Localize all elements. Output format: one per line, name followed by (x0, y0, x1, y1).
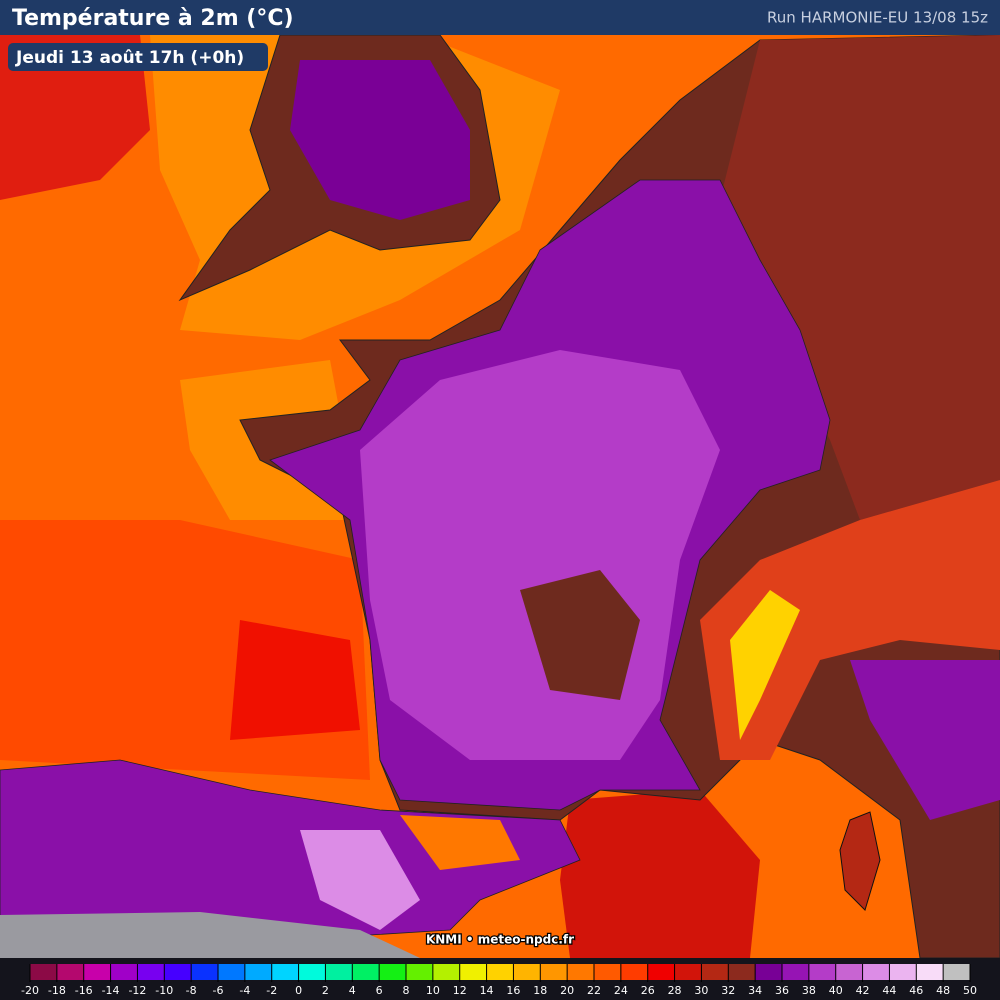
date-label: Jeudi 13 août 17h (+0h) (15, 48, 244, 68)
color-cell (916, 964, 944, 980)
color-cell (674, 964, 702, 980)
tick-label: 20 (560, 984, 574, 997)
tick-label: 2 (322, 984, 329, 997)
out-of-domain (0, 912, 420, 958)
color-cell (56, 964, 84, 980)
color-cell (110, 964, 138, 980)
tick-label: -16 (75, 984, 93, 997)
color-cell (271, 964, 299, 980)
tick-label: 38 (802, 984, 816, 997)
color-cell (164, 964, 192, 980)
color-cell (191, 964, 218, 980)
tick-label: -12 (128, 984, 146, 997)
tick-label: 6 (376, 984, 383, 997)
tick-label: 50 (963, 984, 977, 997)
tick-label: 36 (775, 984, 789, 997)
tick-label: 26 (641, 984, 655, 997)
tick-label: 8 (403, 984, 410, 997)
tick-label: 48 (936, 984, 950, 997)
color-cell (647, 964, 675, 980)
tick-label: 30 (694, 984, 708, 997)
tick-label: 10 (426, 984, 440, 997)
massif-central (520, 570, 640, 700)
color-cell (594, 964, 621, 980)
credit: KNMI • meteo-npdc.fr (426, 933, 574, 947)
britain-inland (290, 60, 470, 220)
header-bar (0, 0, 1000, 35)
tick-label: 28 (668, 984, 682, 997)
italy-po (850, 660, 1000, 820)
iberia-hot-zone (300, 830, 420, 930)
tick-label: -10 (155, 984, 173, 997)
tick-label: 16 (506, 984, 520, 997)
color-cell (83, 964, 111, 980)
date-box (8, 43, 268, 71)
color-cell (889, 964, 917, 980)
color-cell (298, 964, 326, 980)
color-cell (513, 964, 541, 980)
color-cell (701, 964, 729, 980)
color-cell (432, 964, 460, 980)
color-cell (218, 964, 245, 980)
tick-label: -4 (239, 984, 250, 997)
tick-label: 12 (453, 984, 467, 997)
color-cell (379, 964, 406, 980)
alps-peak (730, 590, 800, 740)
tick-label: 44 (882, 984, 896, 997)
tick-label: 0 (295, 984, 302, 997)
color-cell (755, 964, 782, 980)
title: Température à 2m (°C) (12, 6, 294, 31)
tick-label: 4 (349, 984, 356, 997)
tick-label: 14 (480, 984, 494, 997)
tick-label: -20 (21, 984, 39, 997)
tick-label: -18 (48, 984, 66, 997)
color-cell (943, 964, 970, 980)
color-cell (30, 964, 57, 980)
tick-label: 18 (533, 984, 547, 997)
color-cell (835, 964, 863, 980)
tick-label: -2 (266, 984, 277, 997)
tick-label: 40 (829, 984, 843, 997)
tick-label: 22 (587, 984, 601, 997)
corsica (839, 811, 881, 911)
color-cell (486, 964, 514, 980)
tick-label: 24 (614, 984, 628, 997)
tick-label: 46 (909, 984, 923, 997)
color-cell (808, 964, 836, 980)
tick-label: -8 (186, 984, 197, 997)
color-cell (352, 964, 380, 980)
color-cell (782, 964, 809, 980)
pyrenees (400, 815, 520, 870)
color-cell (244, 964, 272, 980)
color-legend: -20 -18 -16 -14 -12 -10 -8 -6 -4 -2 0 2 4 6 8 10 12 14 16 1… (21, 964, 977, 997)
tick-label: -14 (102, 984, 120, 997)
color-cell (459, 964, 487, 980)
color-cell (540, 964, 568, 980)
run-info: Run HARMONIE-EU 13/08 15z (767, 9, 988, 27)
tick-label: -6 (213, 984, 224, 997)
color-cell (862, 964, 890, 980)
tick-label: 34 (748, 984, 762, 997)
color-cell (728, 964, 756, 980)
alps (700, 480, 1000, 760)
color-cell (406, 964, 433, 980)
color-cell (137, 964, 165, 980)
sea-hot-zone (560, 790, 760, 958)
germany-zone (720, 35, 1000, 520)
sea-hot-zone (230, 620, 360, 740)
color-cell (567, 964, 594, 980)
tick-label: 42 (856, 984, 870, 997)
tick-label: 32 (721, 984, 735, 997)
ireland (0, 35, 150, 200)
color-cell (620, 964, 648, 980)
color-cell (325, 964, 353, 980)
